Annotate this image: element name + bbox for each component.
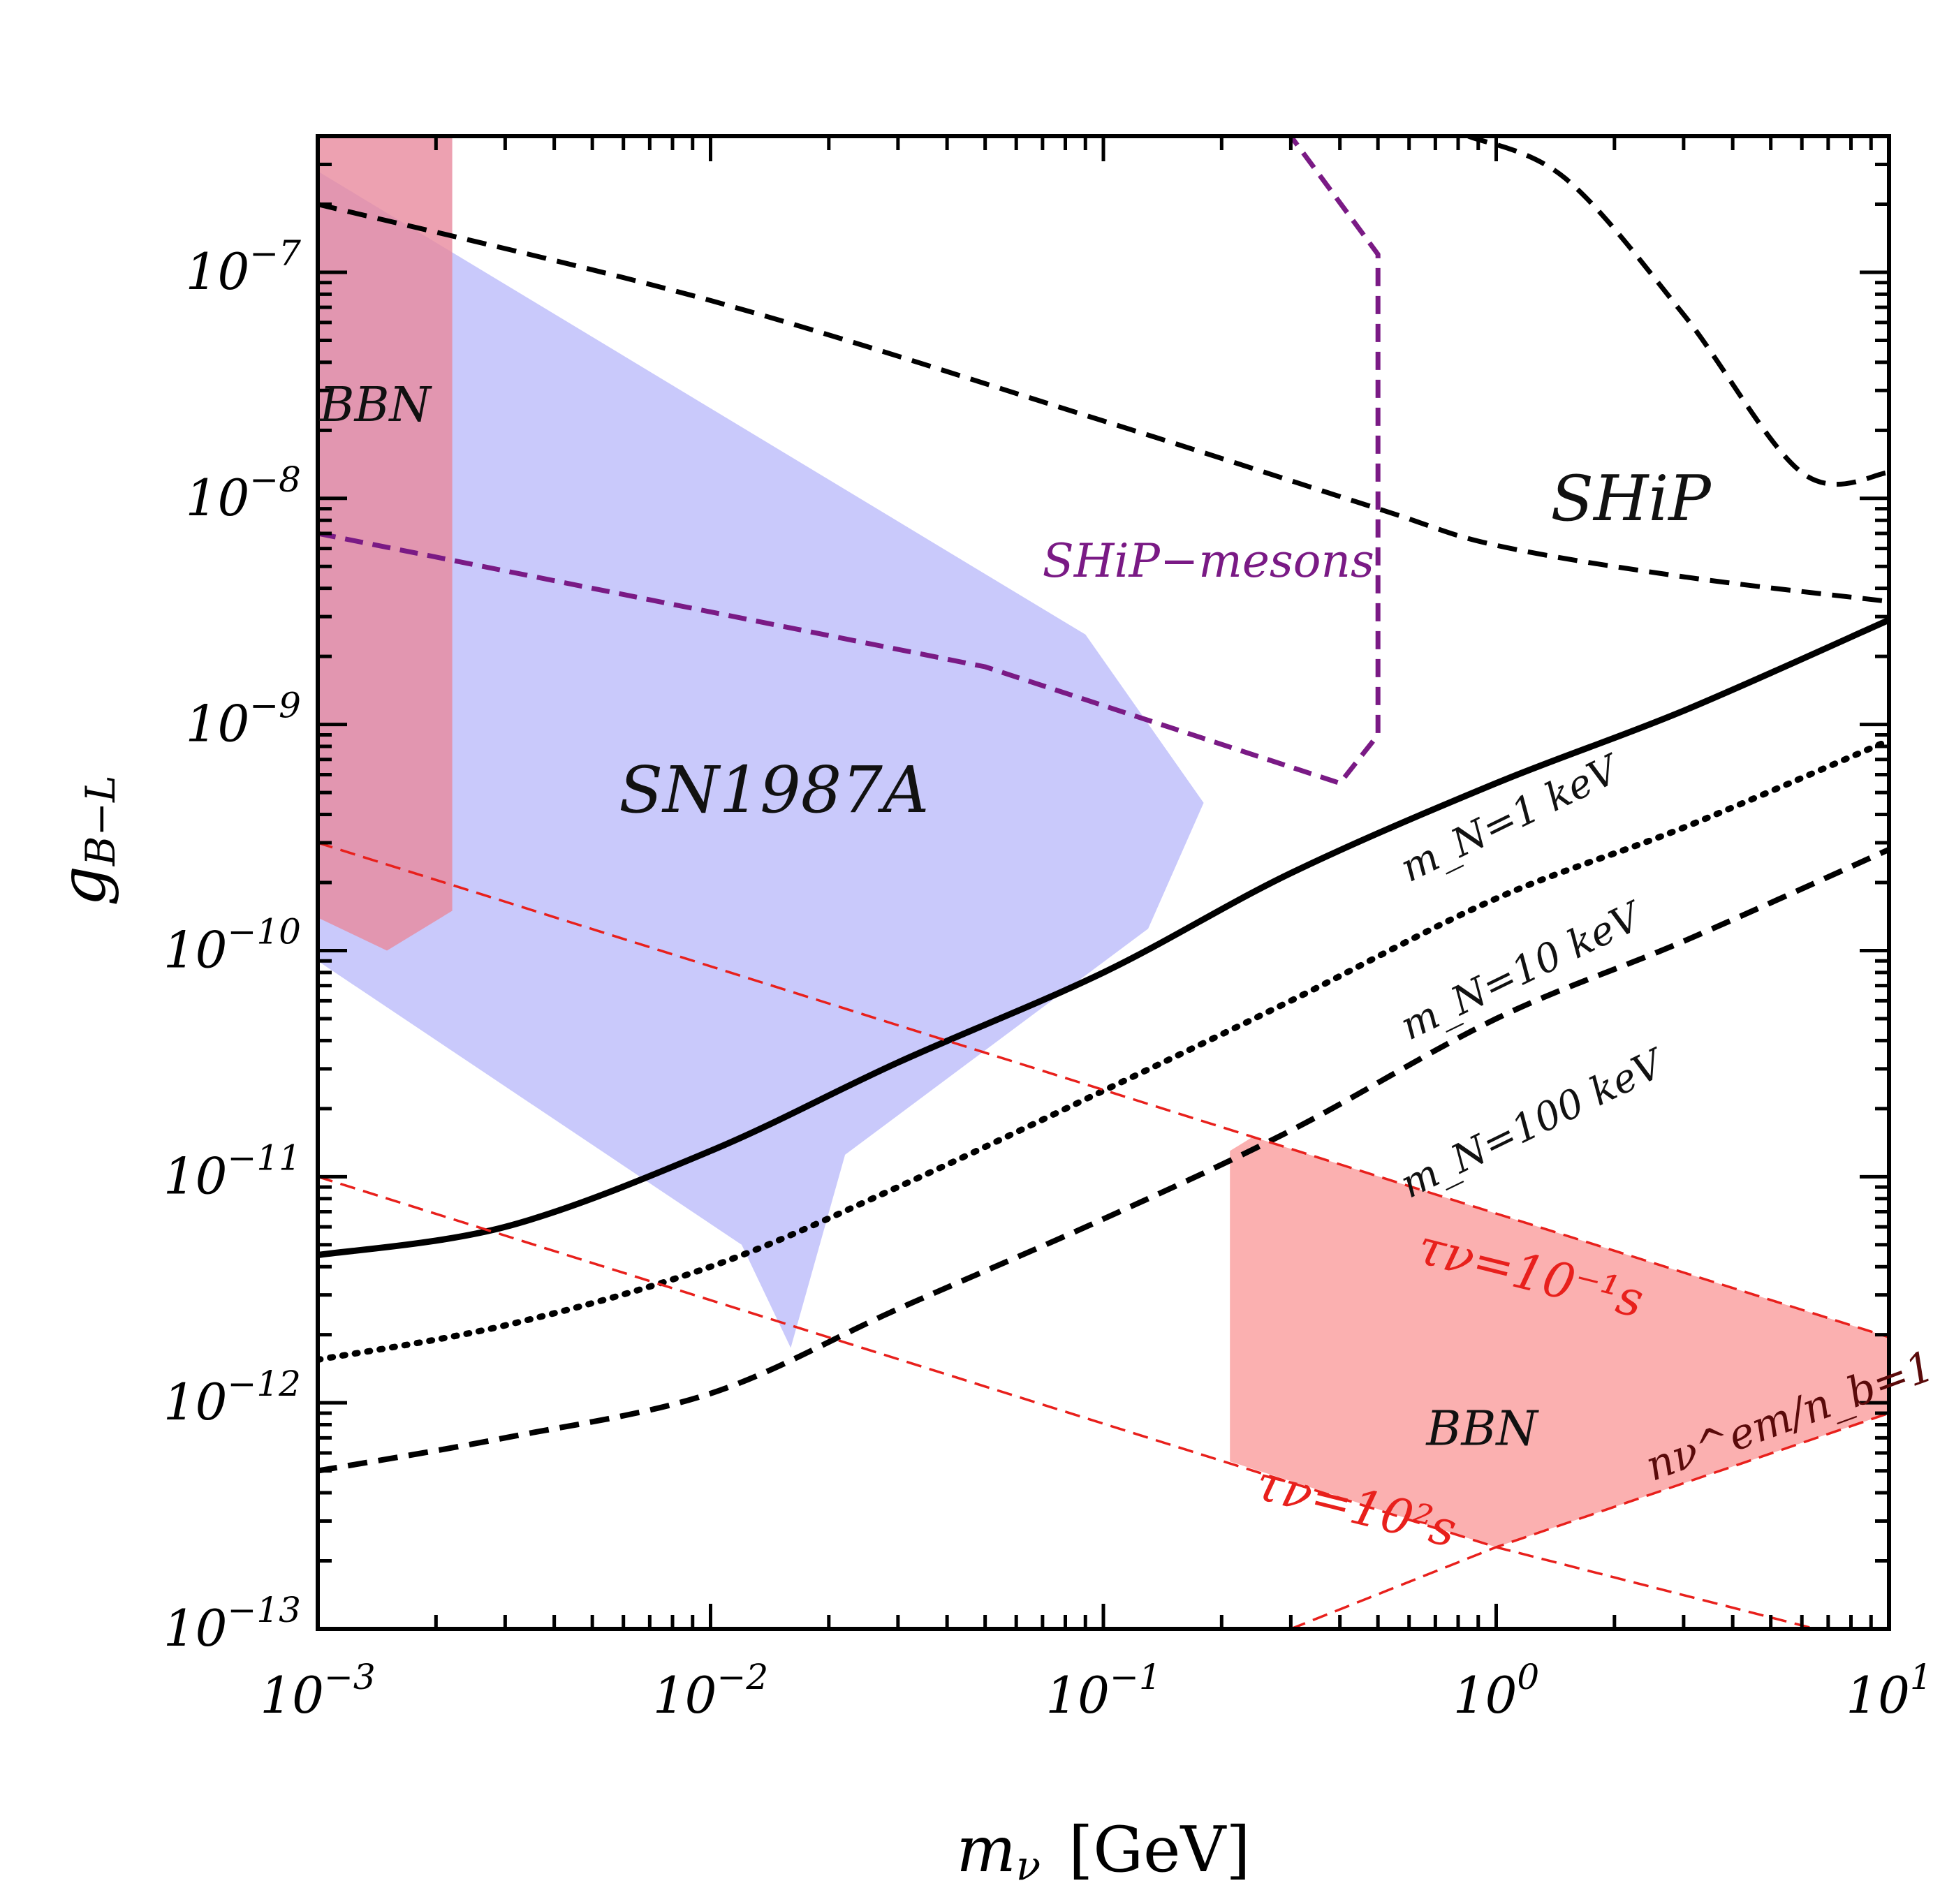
y-tick-label-base: 10 [186, 695, 250, 753]
y-tick-label-base: 10 [163, 920, 228, 979]
y-axis-label-main: g [47, 866, 120, 906]
series-m-n-10-kev [318, 737, 1889, 1363]
series-tau-1e-1-s [318, 841, 1889, 1338]
series-m-n-100-kev [318, 847, 1889, 1474]
region-sn1987a [318, 171, 1204, 1348]
x-tick-label-base: 10 [1045, 1666, 1110, 1725]
x-tick-label-exp: −2 [717, 1657, 768, 1697]
x-tick-label-base: 10 [260, 1666, 324, 1725]
y-tick-label-exp: −13 [227, 1590, 301, 1630]
y-tick-label: 10−13 [163, 1590, 301, 1658]
x-tick-label-exp: −3 [324, 1657, 376, 1697]
region-bbn-low-mass [318, 136, 453, 951]
x-tick-label: 101 [1846, 1657, 1932, 1725]
y-axis-label-sub: B−L [77, 775, 124, 866]
y-tick-label: 10−8 [186, 459, 301, 527]
x-tick-label-exp: 0 [1517, 1657, 1539, 1697]
series-n-em-n-b-1 [1290, 1412, 1889, 1629]
axis-ticks [316, 134, 1891, 1631]
x-axis-label-sub: ν [1016, 1842, 1041, 1889]
y-tick-label-base: 10 [163, 1373, 228, 1431]
y-tick-label: 10−12 [163, 1364, 301, 1431]
x-tick-label-exp: 1 [1910, 1657, 1932, 1697]
curves [318, 136, 1889, 1629]
region-bbn-high-mass [1230, 1137, 1889, 1547]
x-tick-label-base: 10 [1453, 1666, 1518, 1725]
x-tick-label-exp: −1 [1110, 1657, 1161, 1697]
y-tick-label-base: 10 [186, 468, 250, 527]
y-tick-label: 10−10 [163, 911, 301, 979]
y-axis-label: gB−L [47, 775, 124, 906]
y-tick-label-base: 10 [163, 1146, 228, 1205]
y-tick-label-base: 10 [163, 1599, 228, 1658]
y-tick-label-exp: −12 [227, 1364, 301, 1404]
series-ship-mesons [318, 136, 1381, 786]
series-ship [318, 202, 1889, 604]
x-tick-label-base: 10 [653, 1666, 717, 1725]
y-tick-label-exp: −10 [227, 911, 301, 952]
annotation-sn1987a: SN1987A [619, 753, 929, 827]
y-tick-label: 10−7 [186, 233, 302, 301]
series-ship-upper [1467, 136, 1889, 487]
plot-frame [316, 134, 1891, 1631]
annotation-bbn-left: BBN [318, 378, 432, 433]
x-tick-label-base: 10 [1846, 1666, 1910, 1725]
y-tick-label-exp: −8 [249, 459, 301, 500]
y-tick-label-exp: −7 [249, 233, 301, 274]
y-tick-label: 10−11 [163, 1137, 301, 1205]
tick-labels: 10−3 10−2 10−1 100 10110−1310−1210−1110−1010… [163, 233, 1932, 1725]
excluded-regions [318, 136, 1889, 1547]
annotation-bbn-right: BBN [1425, 1402, 1539, 1457]
x-axis-label: mν [GeV] [957, 1813, 1251, 1889]
y-tick-label-base: 10 [186, 242, 250, 301]
x-axis-label-unit: [GeV] [1068, 1813, 1250, 1887]
annotation-ship: SHiP [1550, 462, 1712, 536]
x-tick-label: 100 [1453, 1657, 1539, 1725]
x-axis-label-main: m [957, 1813, 1016, 1887]
x-tick-label: 10−3 [260, 1657, 375, 1725]
x-tick-label: 10−1 [1045, 1657, 1161, 1725]
series-m-n-1-kev [318, 617, 1889, 1259]
y-tick-label-exp: −11 [227, 1137, 301, 1178]
annotation-ship-mesons: SHiP−mesons [1043, 534, 1374, 588]
y-tick-label-exp: −9 [249, 686, 301, 726]
x-tick-label: 10−2 [653, 1657, 768, 1725]
y-tick-label: 10−9 [186, 686, 301, 753]
